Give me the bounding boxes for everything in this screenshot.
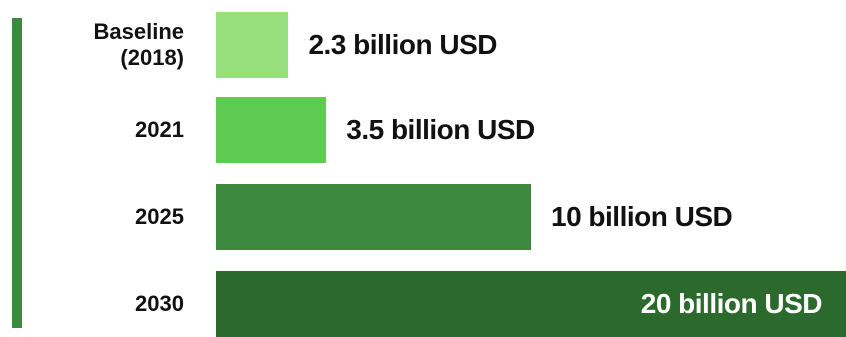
category-label-1: 2021 — [135, 117, 184, 142]
value-label-1: 3.5 billion USD — [346, 114, 535, 145]
bar-1 — [216, 97, 327, 163]
category-label-0: Baseline (2018) — [93, 19, 185, 70]
value-label-3: 20 billion USD — [640, 288, 823, 319]
category-label-2: 2025 — [135, 204, 184, 229]
value-label-2: 10 billion USD — [551, 201, 733, 232]
axis-line — [12, 18, 22, 328]
category-label-3: 2030 — [135, 291, 184, 316]
bar-chart: Baseline (2018) 2.3 billion USD 2021 3.5 bi… — [12, 12, 846, 337]
bar-3 — [216, 271, 846, 337]
value-label-0: 2.3 billion USD — [308, 29, 497, 60]
bar-2 — [216, 184, 531, 250]
bar-0 — [216, 12, 289, 78]
